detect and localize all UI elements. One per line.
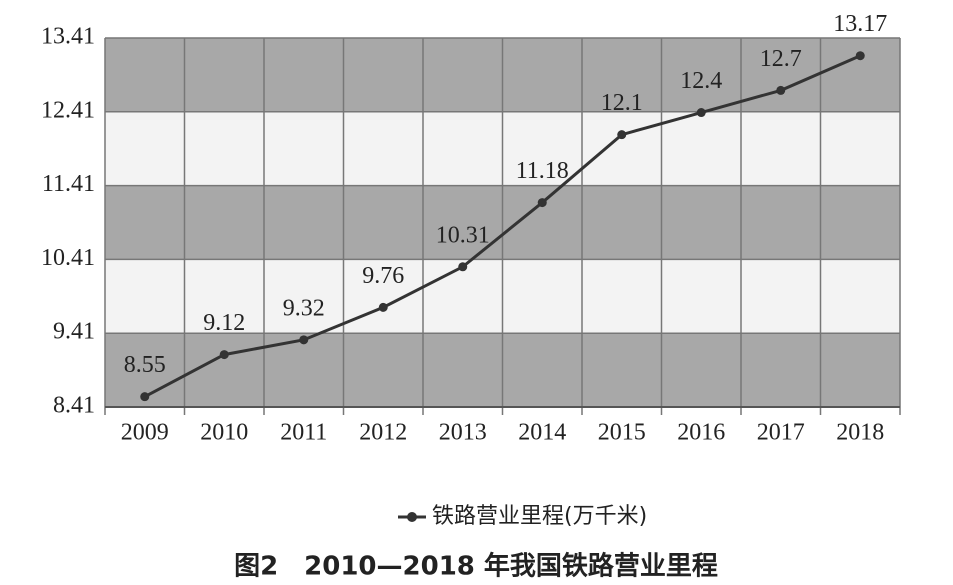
x-tick-label: 2009 — [121, 420, 169, 446]
data-point — [140, 392, 150, 402]
data-label: 13.17 — [833, 11, 887, 37]
data-point — [378, 302, 388, 312]
x-tick-label: 2012 — [359, 420, 407, 446]
data-point — [219, 350, 229, 360]
y-tick-label: 8.41 — [53, 393, 95, 419]
data-point — [617, 130, 627, 140]
y-tick-label: 10.41 — [41, 245, 95, 271]
data-point — [855, 51, 865, 61]
series-line — [144, 54, 861, 398]
y-tick-label: 13.41 — [41, 24, 95, 50]
data-label: 8.55 — [124, 352, 166, 378]
data-point — [537, 198, 547, 208]
y-tick-label: 9.41 — [53, 319, 95, 345]
x-tick-label: 2011 — [280, 420, 327, 446]
data-point — [299, 335, 309, 345]
x-tick-label: 2017 — [757, 420, 805, 446]
legend-label: 铁路营业里程(万千米) — [432, 504, 647, 529]
y-tick-label: 12.41 — [41, 97, 95, 123]
x-tick-label: 2015 — [598, 420, 646, 446]
legend-marker — [407, 512, 417, 522]
data-label: 9.32 — [283, 295, 325, 321]
x-tick-label: 2016 — [677, 420, 725, 446]
data-point — [776, 85, 786, 95]
data-label: 12.7 — [760, 46, 802, 72]
x-tick-label: 2014 — [518, 420, 566, 446]
data-label: 12.4 — [680, 68, 722, 94]
x-tick-label: 2010 — [200, 420, 248, 446]
data-point — [458, 262, 468, 272]
y-tick-label: 11.41 — [42, 171, 95, 197]
x-tick-label: 2013 — [439, 420, 487, 446]
data-label: 9.12 — [203, 310, 245, 336]
chart-title: 图2 2010—2018 年我国铁路营业里程 — [234, 551, 718, 582]
x-tick-label: 2018 — [836, 420, 884, 446]
data-label: 9.76 — [362, 263, 404, 289]
data-point — [696, 108, 706, 118]
data-label: 12.1 — [601, 90, 643, 116]
data-label: 10.31 — [436, 222, 490, 248]
data-label: 11.18 — [516, 158, 569, 184]
